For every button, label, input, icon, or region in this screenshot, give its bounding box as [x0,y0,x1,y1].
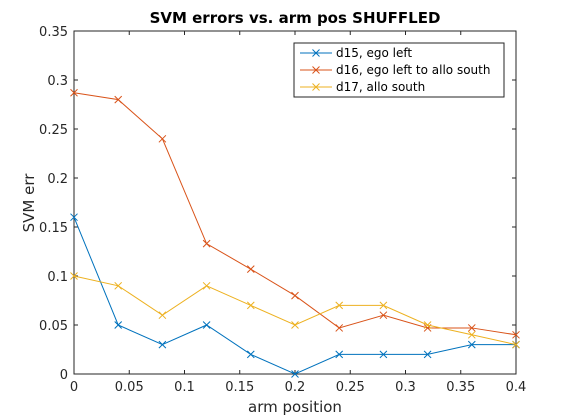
legend-label: d15, ego left [336,46,412,60]
x-tick-label: 0.2 [285,380,306,395]
x-tick-label: 0 [70,380,78,395]
data-point-marker [202,239,211,248]
y-tick-label: 0.1 [47,270,68,285]
data-point-marker [246,350,255,359]
legend-swatch-marker [312,66,320,74]
x-tick-label: 0.35 [446,380,475,395]
y-tick-label: 0.35 [39,25,68,40]
y-tick-label: 0.2 [47,172,68,187]
data-point-marker [512,330,520,339]
legend-swatch-marker [312,83,320,91]
data-point-marker [114,281,123,290]
data-point-marker [291,321,299,329]
data-point-marker [246,265,255,273]
legend-entry: d15, ego left [300,46,412,60]
series-line [73,92,517,336]
data-point-marker [335,324,344,332]
series-2 [70,88,520,339]
x-tick-label: 0.25 [336,380,365,395]
series-layer [70,88,520,378]
legend-label: d16, ego left to allo south [336,63,490,77]
data-point-marker [158,311,167,320]
x-tick-label: 0.05 [115,380,144,395]
data-point-marker [114,321,123,329]
x-tick-label: 0.3 [395,380,416,395]
plot-axes: 0 0.05 0.1 0.15 0.2 0.25 0.3 0.35 0.4 0 0.05 0.1 0.1… [39,25,526,395]
data-point-marker [335,301,344,310]
x-axis-label: arm position [248,398,342,416]
data-point-marker [70,88,78,97]
legend-entry: d17, allo south [300,80,425,94]
data-point-marker [467,330,476,339]
data-point-marker [291,291,299,300]
data-point-marker [70,213,78,222]
y-tick-label: 0.3 [47,74,68,89]
data-point-marker [379,350,388,359]
data-point-marker [246,301,255,310]
chart-title: SVM errors vs. arm pos SHUFFLED [150,9,441,27]
x-tick-label: 0.4 [506,380,527,395]
y-tick-label: 0.25 [39,123,68,138]
data-point-marker [512,340,520,349]
data-point-marker [114,95,123,104]
data-point-marker [335,350,344,359]
data-point-marker [423,350,432,359]
data-point-marker [467,324,476,332]
data-point-marker [202,281,211,290]
data-point-marker [291,370,299,378]
data-point-marker [467,340,476,349]
x-tick-label: 0.15 [225,380,254,395]
data-point-marker [379,301,388,310]
data-point-marker [202,321,211,329]
legend-entry: d16, ego left to allo south [300,63,490,77]
data-point-marker [158,134,167,143]
data-point-marker [423,321,432,329]
legend: d15, ego left d16, ego left to allo south… [293,42,505,98]
data-point-marker [158,340,167,349]
legend-label: d17, allo south [336,80,425,94]
y-tick-label: 0.15 [39,221,68,236]
data-point-marker [70,272,78,280]
x-tick-label: 0.1 [174,380,195,395]
y-tick-label: 0 [60,368,68,383]
y-tick-label: 0.05 [39,319,68,334]
data-point-marker [379,311,388,320]
series-3 [70,272,520,349]
legend-swatch-marker [312,49,320,57]
y-axis-label: SVM err [20,173,38,233]
